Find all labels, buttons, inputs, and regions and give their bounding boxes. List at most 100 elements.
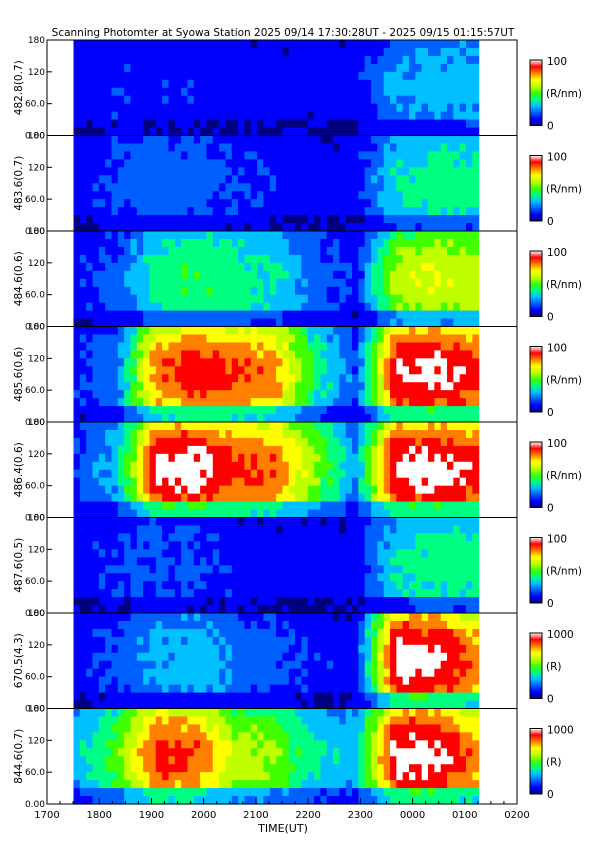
heatmap-cell: [415, 128, 422, 137]
heatmap-cell: [232, 581, 239, 590]
heatmap-cell: [453, 80, 460, 89]
heatmap-cell: [358, 342, 365, 351]
heatmap-cell: [118, 350, 125, 359]
heatmap-cell: [346, 263, 353, 272]
heatmap-cell: [244, 597, 251, 606]
heatmap-cell: [415, 573, 422, 582]
heatmap-cell: [206, 470, 213, 479]
heatmap-cell: [447, 486, 454, 495]
heatmap-cell: [93, 661, 100, 670]
heatmap-cell: [308, 175, 315, 184]
heatmap-cell: [339, 143, 346, 152]
heatmap-cell: [339, 279, 346, 288]
heatmap-cell: [270, 72, 277, 81]
heatmap-cell: [352, 478, 359, 487]
heatmap-cell: [80, 358, 87, 367]
heatmap-cell: [194, 589, 201, 598]
heatmap-cell: [346, 295, 353, 304]
heatmap-cell: [428, 541, 435, 550]
heatmap-cell: [276, 255, 283, 264]
heatmap-cell: [80, 88, 87, 97]
heatmap-cell: [74, 199, 81, 208]
heatmap-cell: [168, 199, 175, 208]
heatmap-cell: [308, 311, 315, 320]
heatmap-cell: [187, 303, 194, 312]
heatmap-cell: [289, 494, 296, 503]
heatmap-cell: [80, 637, 87, 646]
heatmap-cell: [187, 56, 194, 65]
heatmap-cell: [301, 406, 308, 415]
heatmap-cell: [422, 287, 429, 296]
heatmap-cell: [238, 382, 245, 391]
heatmap-cell: [118, 374, 125, 383]
heatmap-cell: [377, 311, 384, 320]
heatmap-cell: [314, 422, 321, 431]
colorbar: [530, 538, 542, 604]
heatmap-cell: [219, 72, 226, 81]
heatmap-cell: [232, 167, 239, 176]
heatmap-cell: [403, 454, 410, 463]
heatmap-cell: [194, 414, 201, 423]
heatmap-cell: [86, 478, 93, 487]
heatmap-cell: [403, 279, 410, 288]
heatmap-cell: [346, 120, 353, 129]
heatmap-cell: [415, 199, 422, 208]
heatmap-cell: [99, 120, 106, 129]
heatmap-cell: [162, 533, 169, 542]
heatmap-cell: [453, 358, 460, 367]
heatmap-cell: [213, 478, 220, 487]
heatmap-cell: [308, 96, 315, 105]
heatmap-cell: [251, 239, 258, 248]
heatmap-cell: [232, 207, 239, 216]
heatmap-cell: [384, 279, 391, 288]
heatmap-cell: [346, 191, 353, 200]
heatmap-cell: [327, 167, 334, 176]
heatmap-cell: [282, 239, 289, 248]
heatmap-cell: [441, 414, 448, 423]
heatmap-cell: [428, 159, 435, 168]
heatmap-cell: [333, 88, 340, 97]
heatmap-cell: [447, 295, 454, 304]
heatmap-cell: [282, 279, 289, 288]
heatmap-cell: [390, 120, 397, 129]
heatmap-cell: [339, 48, 346, 57]
heatmap-cell: [156, 271, 163, 280]
heatmap-cell: [295, 136, 302, 145]
heatmap-cell: [112, 637, 119, 646]
heatmap-cell: [168, 159, 175, 168]
heatmap-cell: [339, 96, 346, 105]
heatmap-cell: [441, 557, 448, 566]
heatmap-cell: [396, 597, 403, 606]
heatmap-cell: [130, 223, 137, 232]
heatmap-cell: [156, 350, 163, 359]
heatmap-cell: [295, 366, 302, 375]
heatmap-cell: [86, 565, 93, 574]
heatmap-cell: [213, 589, 220, 598]
heatmap-cell: [143, 414, 150, 423]
heatmap-cell: [308, 120, 315, 129]
heatmap-cell: [263, 72, 270, 81]
heatmap-cell: [434, 263, 441, 272]
heatmap-cell: [415, 247, 422, 256]
heatmap-cell: [187, 263, 194, 272]
heatmap-cell: [270, 215, 277, 224]
heatmap-cell: [415, 605, 422, 614]
heatmap-cell: [276, 207, 283, 216]
y-tick-label: 120: [28, 450, 45, 460]
heatmap-cell: [422, 64, 429, 73]
heatmap-cell: [270, 533, 277, 542]
heatmap-cell: [219, 64, 226, 73]
heatmap-cell: [276, 191, 283, 200]
heatmap-cell: [181, 366, 188, 375]
heatmap-cell: [415, 104, 422, 113]
heatmap-cell: [352, 406, 359, 415]
heatmap-cell: [472, 311, 479, 320]
heatmap-cell: [93, 287, 100, 296]
heatmap-cell: [175, 398, 182, 407]
heatmap-cell: [320, 223, 327, 232]
heatmap-cell: [270, 454, 277, 463]
heatmap-cell: [93, 48, 100, 57]
heatmap-cell: [105, 183, 112, 192]
heatmap-cell: [409, 207, 416, 216]
